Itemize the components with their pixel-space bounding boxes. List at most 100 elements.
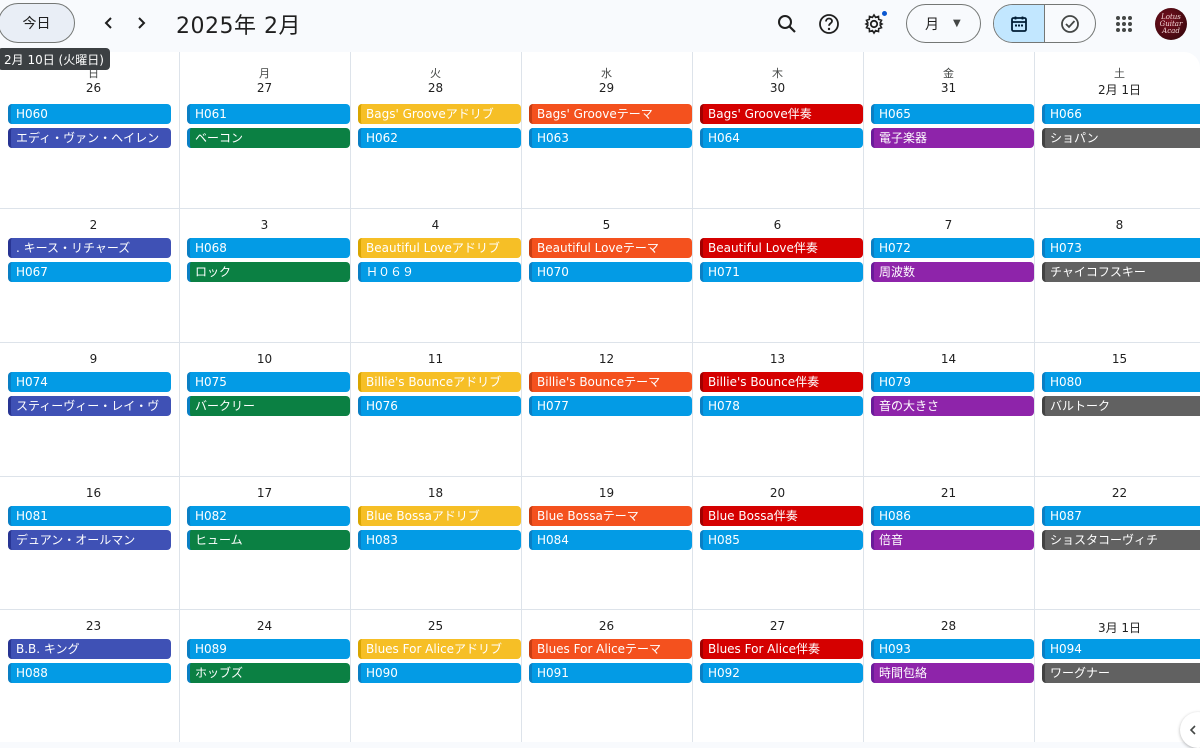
calendar-event[interactable]: H082 [187, 506, 350, 526]
calendar-event[interactable]: 音の大きさ [871, 396, 1034, 416]
day-number[interactable]: 28 [427, 81, 444, 95]
calendar-event[interactable]: Blues For Aliceテーマ [529, 639, 692, 659]
calendar-event[interactable]: H061 [187, 104, 350, 124]
day-number[interactable]: 26 [598, 619, 615, 633]
calendar-event[interactable]: 電子楽器 [871, 128, 1034, 148]
calendar-event[interactable]: スティーヴィー・レイ・ヴ [8, 396, 171, 416]
calendar-event[interactable]: H063 [529, 128, 692, 148]
calendar-event[interactable]: H089 [187, 639, 350, 659]
calendar-event[interactable]: Blue Bossa伴奏 [700, 506, 863, 526]
calendar-event[interactable]: H077 [529, 396, 692, 416]
help-button[interactable] [812, 7, 846, 41]
calendar-event[interactable]: . キース・リチャーズ [8, 238, 171, 258]
day-number[interactable]: 3 [260, 218, 269, 232]
calendar-event[interactable]: H068 [187, 238, 350, 258]
calendar-event[interactable]: H067 [8, 262, 171, 282]
prev-month-button[interactable] [93, 7, 125, 39]
next-month-button[interactable] [125, 7, 157, 39]
calendar-event[interactable]: H076 [358, 396, 521, 416]
day-number[interactable]: 24 [256, 619, 273, 633]
calendar-event[interactable]: H078 [700, 396, 863, 416]
calendar-event[interactable]: Bags' Groove伴奏 [700, 104, 863, 124]
calendar-event[interactable]: H073 [1042, 238, 1200, 258]
calendar-event[interactable]: H090 [358, 663, 521, 683]
calendar-event[interactable]: エディ・ヴァン・ヘイレン [8, 128, 171, 148]
calendar-event[interactable]: Blues For Aliceアドリブ [358, 639, 521, 659]
calendar-event[interactable]: ショパン [1042, 128, 1200, 148]
calendar-event[interactable]: ワーグナー [1042, 663, 1200, 683]
calendar-event[interactable]: Blue Bossaテーマ [529, 506, 692, 526]
day-number[interactable]: 23 [85, 619, 102, 633]
view-select[interactable]: 月 ▼ [906, 4, 981, 43]
day-number[interactable]: 17 [256, 486, 273, 500]
day-number[interactable]: 11 [427, 352, 444, 366]
side-panel-toggle-button[interactable] [1180, 712, 1200, 748]
day-number[interactable]: 3月 1日 [1097, 621, 1142, 635]
calendar-event[interactable]: 倍音 [871, 530, 1034, 550]
calendar-event[interactable]: ヒューム [187, 530, 350, 550]
day-number[interactable]: 30 [769, 81, 786, 95]
calendar-event[interactable]: 時間包絡 [871, 663, 1034, 683]
day-number[interactable]: 14 [940, 352, 957, 366]
day-number[interactable]: 6 [773, 218, 782, 232]
search-button[interactable] [770, 7, 804, 41]
calendar-event[interactable]: H066 [1042, 104, 1200, 124]
day-number[interactable]: 28 [940, 619, 957, 633]
day-number[interactable]: 12 [598, 352, 615, 366]
calendar-event[interactable]: H092 [700, 663, 863, 683]
calendar-event[interactable]: H081 [8, 506, 171, 526]
calendar-event[interactable]: ベーコン [187, 128, 350, 148]
calendar-event[interactable]: H065 [871, 104, 1034, 124]
calendar-event[interactable]: H086 [871, 506, 1034, 526]
calendar-event[interactable]: Bags' Grooveアドリブ [358, 104, 521, 124]
calendar-event[interactable]: ロック [187, 262, 350, 282]
calendar-event[interactable]: H060 [8, 104, 171, 124]
today-button[interactable]: 今日 [0, 3, 75, 43]
day-number[interactable]: 25 [427, 619, 444, 633]
calendar-event[interactable]: H074 [8, 372, 171, 392]
calendar-event[interactable]: Blue Bossaアドリブ [358, 506, 521, 526]
calendar-event[interactable]: H079 [871, 372, 1034, 392]
calendar-event[interactable]: ホッブズ [187, 663, 350, 683]
calendar-event[interactable]: Beautiful Love伴奏 [700, 238, 863, 258]
day-number[interactable]: 10 [256, 352, 273, 366]
calendar-event[interactable]: H083 [358, 530, 521, 550]
calendar-event[interactable]: Bags' Grooveテーマ [529, 104, 692, 124]
day-number[interactable]: 19 [598, 486, 615, 500]
calendar-event[interactable]: Billie's Bounceテーマ [529, 372, 692, 392]
calendar-event[interactable]: H075 [187, 372, 350, 392]
calendar-event[interactable]: H087 [1042, 506, 1200, 526]
calendar-event[interactable]: H071 [700, 262, 863, 282]
day-number[interactable]: 8 [1115, 218, 1124, 232]
calendar-view-button[interactable] [994, 5, 1045, 42]
calendar-event[interactable]: H084 [529, 530, 692, 550]
calendar-event[interactable]: H070 [529, 262, 692, 282]
calendar-event[interactable]: B.B. キング [8, 639, 171, 659]
calendar-event[interactable]: H080 [1042, 372, 1200, 392]
day-number[interactable]: 29 [598, 81, 615, 95]
day-number[interactable]: 20 [769, 486, 786, 500]
calendar-event[interactable]: H085 [700, 530, 863, 550]
calendar-event[interactable]: Billie's Bounce伴奏 [700, 372, 863, 392]
day-number[interactable]: 2 [89, 218, 98, 232]
calendar-event[interactable]: Ｈ０６９ [358, 262, 521, 282]
calendar-event[interactable]: バークリー [187, 396, 350, 416]
day-number[interactable]: 22 [1111, 486, 1128, 500]
day-number[interactable]: 15 [1111, 352, 1128, 366]
day-number[interactable]: 2月 1日 [1097, 83, 1142, 97]
day-number[interactable]: 7 [944, 218, 953, 232]
calendar-event[interactable]: Billie's Bounceアドリブ [358, 372, 521, 392]
calendar-event[interactable]: H088 [8, 663, 171, 683]
calendar-event[interactable]: Blues For Alice伴奏 [700, 639, 863, 659]
calendar-event[interactable]: デュアン・オールマン [8, 530, 171, 550]
day-number[interactable]: 27 [256, 81, 273, 95]
calendar-event[interactable]: Beautiful Loveアドリブ [358, 238, 521, 258]
day-number[interactable]: 5 [602, 218, 611, 232]
day-number[interactable]: 21 [940, 486, 957, 500]
day-number[interactable]: 18 [427, 486, 444, 500]
calendar-event[interactable]: チャイコフスキー [1042, 262, 1200, 282]
calendar-event[interactable]: H064 [700, 128, 863, 148]
tasks-view-button[interactable] [1045, 5, 1095, 42]
calendar-event[interactable]: H091 [529, 663, 692, 683]
account-avatar[interactable]: Lotus Guitar Acad [1155, 8, 1187, 40]
